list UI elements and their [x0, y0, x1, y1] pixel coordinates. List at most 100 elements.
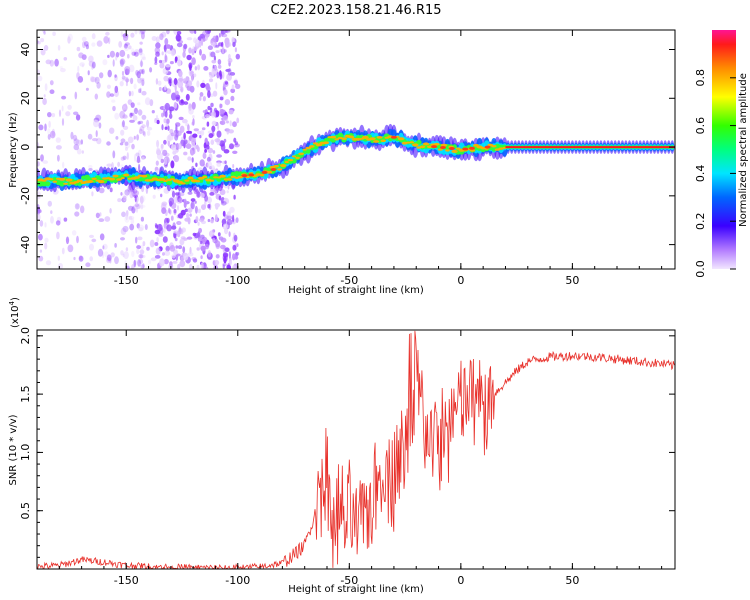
noise-point [137, 102, 141, 106]
ridge-cell [52, 180, 58, 183]
noise-point [59, 66, 63, 69]
noise-point [208, 133, 214, 139]
noise-point [103, 36, 110, 44]
colorbar-tick-label: 0.8 [694, 69, 707, 87]
noise-point [80, 205, 85, 214]
noise-point [133, 83, 137, 90]
noise-point [78, 52, 84, 59]
noise-point [76, 46, 81, 52]
noise-point [227, 68, 232, 76]
noise-point [49, 130, 56, 139]
noise-point [235, 83, 241, 89]
noise-point [183, 252, 189, 261]
spectrogram-marks [37, 30, 675, 269]
ridge-cell [298, 152, 304, 156]
noise-point [187, 252, 194, 257]
noise-point [67, 104, 72, 110]
noise-point [156, 119, 160, 125]
ridge-cell [437, 148, 443, 151]
noise-point [232, 150, 238, 154]
noise-point [44, 222, 47, 228]
noise-point [77, 65, 80, 73]
noise-point [102, 251, 104, 259]
ridge-core-spot [261, 170, 268, 174]
noise-point [180, 86, 184, 93]
noise-point [115, 53, 118, 61]
ridge-cell [52, 177, 58, 182]
noise-point [44, 237, 49, 243]
noise-point [197, 221, 200, 226]
noise-point [75, 139, 82, 146]
ridge-core-spot [270, 168, 277, 171]
noise-point [139, 60, 144, 67]
noise-point [47, 112, 52, 118]
noise-point [218, 195, 222, 201]
x-tick-label: -150 [114, 274, 139, 287]
noise-point [178, 40, 184, 44]
noise-point [217, 59, 222, 65]
noise-point [169, 113, 173, 119]
noise-point [114, 112, 120, 120]
noise-point [156, 139, 160, 148]
noise-point [196, 80, 200, 88]
noise-point [231, 84, 235, 90]
noise-point [37, 161, 40, 167]
noise-point [190, 70, 193, 77]
noise-point [55, 137, 61, 143]
noise-point [174, 90, 179, 96]
noise-point [106, 254, 112, 261]
noise-point [79, 62, 85, 67]
ridge-cell [237, 175, 244, 179]
ridge-cell [380, 139, 386, 143]
noise-point [210, 51, 216, 58]
ridge-cell [373, 140, 380, 143]
noise-point [122, 113, 128, 119]
noise-point [131, 51, 137, 56]
noise-point [103, 35, 109, 44]
noise-point [140, 216, 144, 222]
snr-x-label: Height of straight line (km) [288, 584, 424, 595]
noise-point [202, 110, 208, 113]
noise-point [141, 78, 145, 87]
ridge-cell [116, 178, 122, 181]
noise-point [204, 148, 208, 153]
noise-point [55, 145, 62, 150]
noise-point [97, 248, 104, 257]
x-tick-label: -50 [340, 574, 358, 587]
noise-point [57, 44, 61, 51]
noise-point [187, 156, 192, 161]
ridge-cell [406, 141, 411, 144]
noise-point [222, 264, 225, 269]
noise-point [228, 129, 235, 134]
noise-point [177, 263, 181, 269]
noise-point [107, 69, 112, 78]
noise-point [166, 135, 172, 143]
noise-point [81, 64, 84, 68]
snr-y-multiplier-base: (x10 [10, 305, 21, 328]
noise-point [163, 75, 169, 82]
noise-point [180, 256, 185, 262]
noise-point [166, 224, 172, 232]
x-tick-label: 0 [457, 574, 464, 587]
noise-point [138, 30, 142, 35]
noise-point [125, 78, 130, 83]
ridge-cell [91, 177, 97, 180]
noise-point [119, 59, 124, 67]
noise-point [123, 125, 129, 130]
noise-point [211, 68, 215, 76]
noise-point [193, 73, 197, 78]
noise-point [173, 209, 177, 214]
noise-point [165, 64, 171, 68]
noise-point [182, 246, 186, 254]
ridge-cell [369, 137, 376, 141]
noise-point [40, 154, 44, 162]
noise-point [232, 41, 236, 48]
noise-point [144, 97, 151, 106]
noise-point [134, 203, 140, 208]
noise-point [184, 208, 188, 213]
noise-point [156, 237, 159, 243]
noise-point [73, 138, 80, 146]
noise-point [171, 254, 176, 259]
ridge-cell [445, 149, 450, 152]
noise-point [173, 155, 180, 163]
